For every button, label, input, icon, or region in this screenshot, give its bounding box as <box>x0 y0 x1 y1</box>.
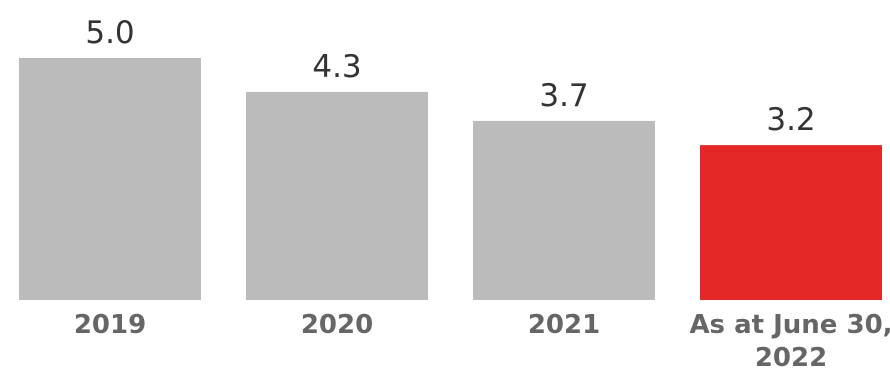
bar-2019 <box>19 58 201 300</box>
category-label-line: 2019 <box>74 310 146 340</box>
bar-2021 <box>473 120 655 300</box>
value-label-2020: 4.3 <box>312 49 361 85</box>
bar-as-at-june-30-2022 <box>700 145 882 300</box>
value-label-2019: 5.0 <box>85 15 134 51</box>
bars-group <box>19 58 882 300</box>
category-label-line: 2020 <box>301 310 373 340</box>
value-label-2021: 3.7 <box>539 78 588 114</box>
category-label-2019: 2019 <box>74 310 146 340</box>
bar-2020 <box>246 91 428 300</box>
category-labels-group: 2019 2020 2021 As at June 30, 2022 <box>74 310 890 373</box>
category-label-as-at-june-30-2022: As at June 30, 2022 <box>689 310 890 373</box>
category-label-line: As at June 30, <box>689 310 890 340</box>
value-label-as-at-june-30-2022: 3.2 <box>766 102 815 138</box>
category-label-2021: 2021 <box>528 310 600 340</box>
category-label-2020: 2020 <box>301 310 373 340</box>
value-labels-group: 5.0 4.3 3.7 3.2 <box>85 15 815 138</box>
category-label-line: 2022 <box>755 343 827 373</box>
category-label-line: 2021 <box>528 310 600 340</box>
